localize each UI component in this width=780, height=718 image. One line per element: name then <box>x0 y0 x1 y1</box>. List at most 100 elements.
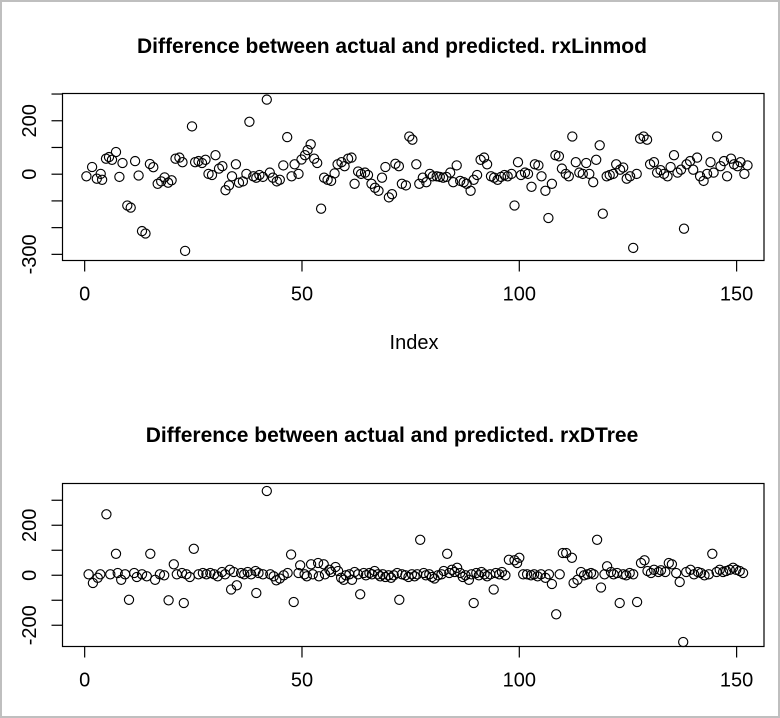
data-point <box>136 569 148 580</box>
data-point <box>509 200 520 211</box>
data-point <box>655 565 667 576</box>
data-point <box>261 94 272 105</box>
data-point <box>668 150 680 161</box>
data-point <box>312 557 324 569</box>
data-point <box>369 182 381 193</box>
data-point <box>705 157 716 168</box>
data-point <box>721 171 733 182</box>
data-point <box>735 157 746 168</box>
data-point <box>624 171 636 182</box>
data-point <box>666 559 678 570</box>
data-point <box>465 185 476 196</box>
data-point <box>159 570 170 581</box>
data-point <box>148 162 159 173</box>
data-point <box>329 168 340 179</box>
data-point <box>512 157 524 168</box>
data-point <box>597 208 608 219</box>
data-point <box>614 164 626 175</box>
data-point <box>380 161 391 173</box>
data-point <box>418 567 429 579</box>
data-point <box>286 171 297 182</box>
data-point <box>133 170 144 181</box>
data-point <box>305 559 317 570</box>
data-point <box>536 171 547 182</box>
data-point <box>230 159 242 170</box>
data-point <box>257 171 269 183</box>
data-point <box>200 154 211 165</box>
data-point <box>436 569 447 580</box>
data-point <box>390 158 401 169</box>
data-point <box>614 597 625 609</box>
data-point <box>556 163 568 174</box>
data-point <box>217 161 228 172</box>
data-point <box>540 572 551 583</box>
data-point <box>703 569 714 580</box>
data-point <box>216 566 228 578</box>
data-point <box>411 159 422 170</box>
data-point <box>543 569 555 580</box>
data-point <box>261 485 272 497</box>
data-point <box>639 555 650 566</box>
y-tick-label: -200 <box>19 605 41 645</box>
data-point <box>400 180 412 191</box>
data-point <box>605 566 617 578</box>
data-point <box>318 559 329 570</box>
data-point <box>691 152 703 163</box>
y-tick-label: 200 <box>19 509 41 542</box>
data-point <box>511 557 523 569</box>
data-point <box>715 161 726 172</box>
data-point <box>188 543 199 554</box>
data-point <box>660 566 671 578</box>
data-point <box>651 167 663 178</box>
data-point <box>655 165 666 176</box>
plot-box <box>61 92 765 262</box>
data-point <box>427 171 438 182</box>
data-point <box>86 161 98 173</box>
data-point <box>117 157 128 169</box>
plot-box <box>61 482 765 648</box>
data-point <box>362 169 374 181</box>
data-point <box>125 202 136 213</box>
data-point <box>358 567 369 579</box>
data-point <box>179 245 191 257</box>
data-point <box>360 570 372 581</box>
data-point <box>577 168 588 180</box>
data-point <box>458 177 469 188</box>
data-point <box>479 569 490 580</box>
data-point <box>96 174 108 185</box>
data-point <box>635 557 647 569</box>
data-point <box>394 594 405 605</box>
data-point <box>271 176 282 187</box>
data-point <box>159 172 170 183</box>
data-point <box>299 569 310 580</box>
data-point <box>140 228 151 239</box>
data-point <box>307 569 318 580</box>
x-tick-label: 150 <box>720 284 753 306</box>
data-point <box>611 159 622 170</box>
data-point <box>122 200 133 211</box>
data-point <box>380 571 391 583</box>
data-point <box>588 569 599 580</box>
data-point <box>737 567 749 579</box>
data-point <box>718 155 730 167</box>
data-point <box>100 153 112 164</box>
data-point <box>154 569 166 580</box>
data-point <box>567 131 578 142</box>
data-point <box>496 566 508 578</box>
x-tick-label: 50 <box>291 670 313 692</box>
data-point <box>412 569 423 580</box>
data-point <box>492 174 503 185</box>
data-point <box>553 151 565 162</box>
data-point <box>87 577 99 589</box>
data-point <box>570 157 581 168</box>
data-point <box>152 178 163 189</box>
data-point <box>112 567 123 579</box>
data-point <box>228 566 239 578</box>
data-point <box>251 587 262 599</box>
data-point <box>253 567 264 579</box>
data-point <box>672 167 683 178</box>
data-point <box>349 178 360 189</box>
data-point <box>551 609 562 620</box>
data-point <box>166 175 177 186</box>
